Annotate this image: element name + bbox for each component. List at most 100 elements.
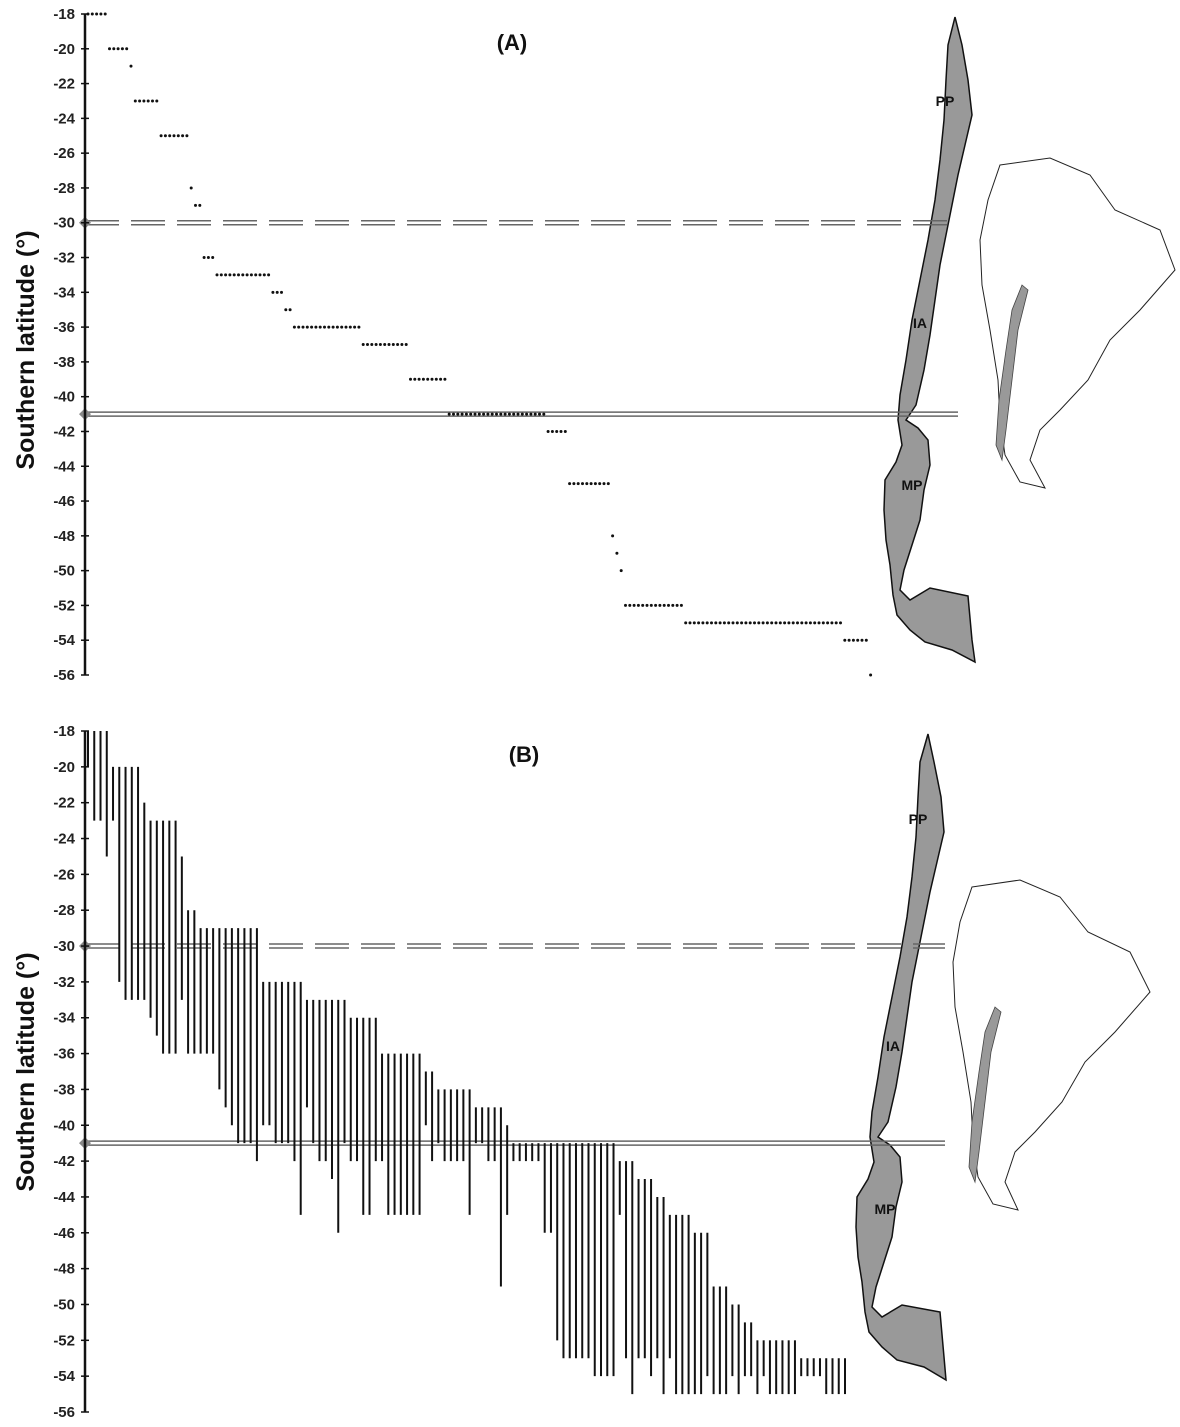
y-tick-label: -40 [53, 389, 75, 406]
data-point [142, 99, 146, 103]
data-point [331, 325, 335, 329]
data-point [804, 621, 808, 625]
y-tick-label: -20 [53, 759, 75, 776]
data-point [452, 412, 455, 416]
data-point [559, 429, 563, 433]
data-point [95, 12, 99, 16]
y-axis-title-a: Southern latitude (°) [12, 230, 40, 469]
data-point [241, 273, 245, 277]
data-point [400, 343, 404, 346]
data-point [202, 256, 206, 260]
data-point [292, 325, 296, 329]
y-tick-label: -42 [53, 1153, 75, 1170]
panel-label-b: (B) [509, 742, 540, 767]
data-point [856, 638, 860, 642]
data-point [512, 412, 516, 416]
data-point [495, 412, 498, 416]
data-point [267, 273, 271, 277]
data-point [219, 273, 223, 277]
data-point [507, 412, 511, 416]
y-tick-label: -24 [53, 110, 75, 127]
panel-label-a: (A) [497, 30, 528, 55]
data-point [593, 482, 597, 486]
data-point [860, 638, 864, 642]
maps-b [855, 733, 1151, 1382]
y-tick-label: -22 [53, 76, 75, 93]
data-marks-b [87, 731, 846, 1395]
data-point [658, 603, 662, 607]
panel-a: -18 -20 -22 -24 -26 -28 -30 -32 -34 -36 -38 -40 -42 -… [0, 0, 1180, 700]
data-point [228, 273, 232, 277]
data-point [133, 99, 137, 103]
y-tick-label: -50 [53, 1296, 75, 1313]
y-tick-label: -56 [53, 1404, 75, 1421]
data-point [546, 429, 550, 433]
reference-lines-b [79, 940, 945, 1150]
chart-b: -18 -20 -22 -24 -26 -28 -30 -32 -34 -36 -38 -40 -42 -… [12, 723, 1151, 1421]
data-point [675, 603, 679, 607]
data-point [667, 603, 670, 607]
data-point [783, 621, 787, 625]
data-point [619, 569, 623, 573]
chile-map [883, 16, 976, 664]
data-point [550, 429, 554, 433]
data-point [555, 429, 559, 433]
data-point [120, 47, 124, 51]
y-tick-label: -26 [53, 145, 75, 162]
chart-a: -18 -20 -22 -24 -26 -28 -30 -32 -34 -36 -38 -40 -42 -… [12, 6, 1176, 684]
y-tick-label: -56 [53, 667, 75, 684]
data-point [770, 621, 774, 625]
data-point [344, 325, 348, 329]
data-point [538, 412, 541, 416]
data-point [813, 621, 817, 625]
region-label-mp-b: MP [875, 1201, 896, 1217]
y-tick-label: -48 [53, 528, 75, 545]
data-point [426, 377, 430, 381]
y-tick-label: -36 [53, 1046, 75, 1063]
data-point [409, 377, 412, 381]
data-point [387, 343, 391, 346]
y-tick-label: -46 [53, 493, 75, 510]
data-point [585, 482, 589, 486]
data-point [748, 621, 752, 625]
data-point [697, 621, 701, 625]
data-point [800, 621, 804, 625]
data-point [383, 343, 387, 346]
data-point [525, 412, 529, 416]
data-point [430, 377, 434, 381]
data-point [280, 290, 283, 294]
data-point [757, 621, 761, 625]
data-point [460, 412, 464, 416]
data-point [275, 290, 279, 294]
y-tick-label: -18 [53, 723, 75, 740]
data-point [624, 603, 627, 607]
region-label-ia-b: IA [886, 1038, 900, 1054]
data-point [146, 99, 150, 103]
data-point [151, 99, 154, 103]
data-marks-a [86, 12, 873, 677]
data-point [787, 621, 791, 625]
data-point [232, 273, 236, 277]
data-point [254, 273, 258, 277]
y-tick-label: -52 [53, 1332, 75, 1349]
data-point [469, 412, 473, 416]
data-point [753, 621, 756, 625]
data-point [602, 482, 606, 486]
data-point [731, 621, 735, 625]
y-tick-label: -20 [53, 41, 75, 58]
data-point [477, 412, 481, 416]
data-point [103, 12, 107, 16]
data-point [796, 621, 799, 625]
data-point [155, 99, 159, 103]
y-tick-label: -28 [53, 180, 75, 197]
y-tick-label: -54 [53, 1368, 75, 1385]
data-point [159, 134, 163, 138]
data-point [340, 325, 344, 329]
y-tick-label: -32 [53, 974, 75, 991]
data-point [396, 343, 400, 346]
data-point [176, 134, 180, 138]
data-point [108, 47, 111, 51]
data-point [705, 621, 709, 625]
data-point [628, 603, 632, 607]
data-point [224, 273, 228, 277]
